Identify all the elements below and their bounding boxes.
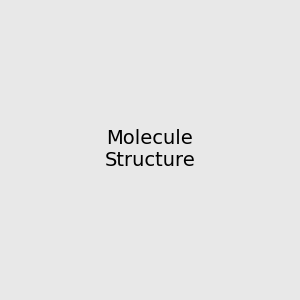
Text: Molecule
Structure: Molecule Structure	[105, 130, 195, 170]
